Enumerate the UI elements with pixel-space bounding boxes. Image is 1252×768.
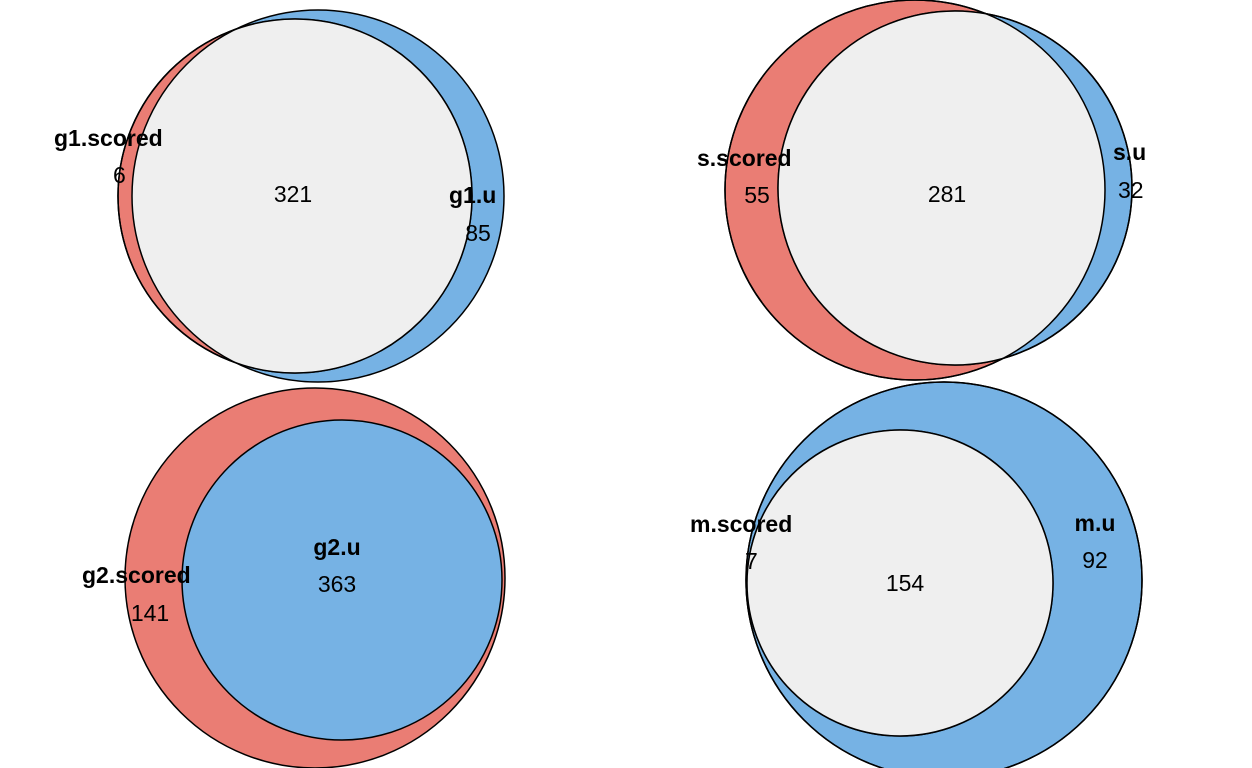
set-a-only-count: 6 [113,162,126,188]
set-a-only-count: 141 [131,600,169,626]
intersection-count: 281 [928,181,966,207]
set-b-label: s.u [1113,139,1146,165]
set-b-label: g1.u [449,182,496,208]
set-a-only-count: 55 [744,182,770,208]
set-b-circle [181,419,503,741]
set-a-outline [117,18,473,374]
overlap-region [131,19,472,373]
intersection-count: 154 [886,570,925,596]
set-b-label: m.u [1075,510,1116,536]
set-a-outline [724,0,1106,381]
set-b-outline [777,10,1133,366]
set-b-only-count: 92 [1082,547,1108,573]
set-b-only-count: 85 [465,220,491,246]
set-a-only-count: 7 [745,548,758,574]
venn-panel-s: s.scored 55 281 s.u 32 [697,0,1146,381]
intersection-count: 321 [274,181,312,207]
venn-panel-g1: g1.scored 6 321 g1.u 85 [54,9,505,383]
set-b-only-count: 32 [1118,177,1144,203]
set-a-label: g1.scored [54,125,163,151]
set-a-outline [746,429,1054,737]
venn-panel-g2: g2.scored 141 g2.u 363 [82,387,506,768]
set-b-label: g2.u [313,534,360,560]
overlap-region [778,11,1105,365]
venn-panel-m: m.scored 7 154 m.u 92 [690,381,1143,768]
set-b-outline [745,381,1143,768]
set-b-only-count: 363 [318,571,356,597]
set-a-label: m.scored [690,511,792,537]
set-a-label: s.scored [697,145,792,171]
set-a-label: g2.scored [82,562,191,588]
